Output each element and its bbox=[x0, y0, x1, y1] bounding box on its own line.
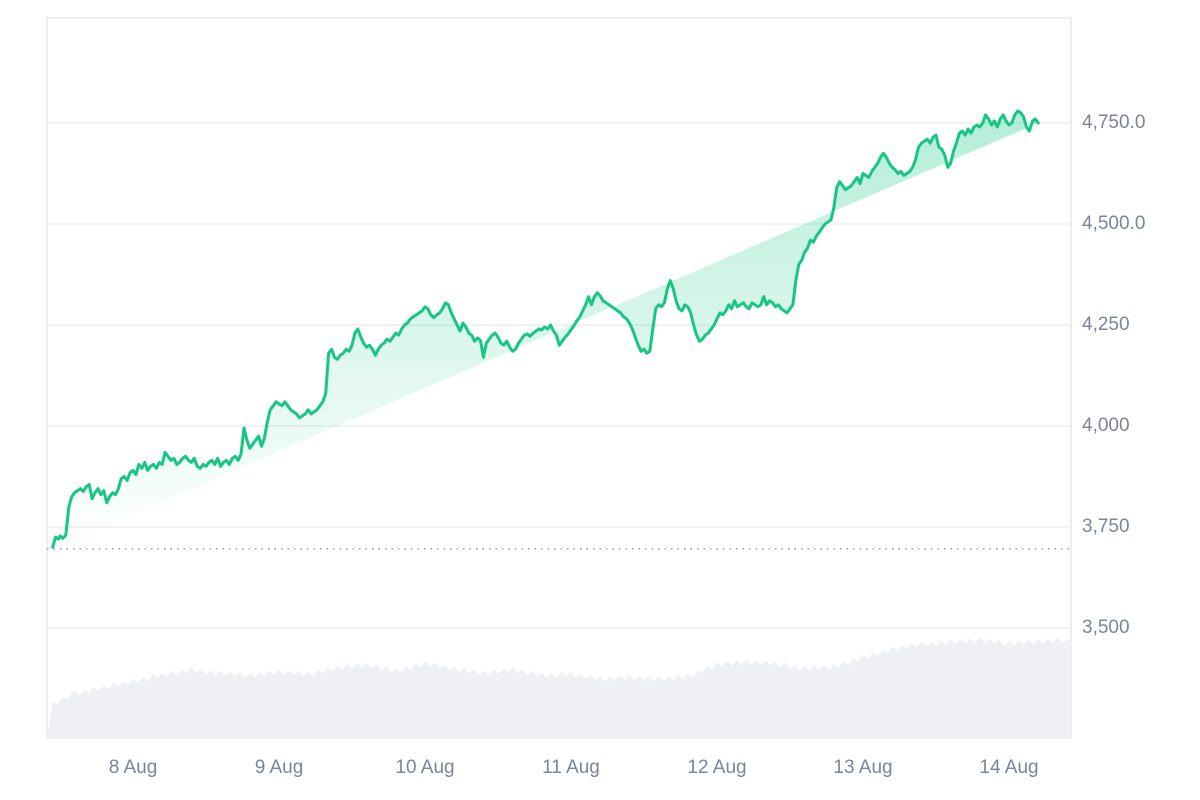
x-tick-label: 8 Aug bbox=[108, 757, 158, 778]
y-tick-label: 4,500.0 bbox=[1082, 213, 1146, 234]
x-tick-label: 12 Aug bbox=[687, 757, 747, 778]
y-tick-label: 4,000 bbox=[1082, 415, 1130, 436]
y-gridlines bbox=[47, 122, 1071, 629]
y-tick-label: 3,750 bbox=[1082, 516, 1130, 537]
plot-frame bbox=[46, 17, 1072, 739]
x-tick-label: 13 Aug bbox=[833, 757, 893, 778]
x-tick-label: 11 Aug bbox=[542, 757, 600, 778]
y-tick-label: 3,500 bbox=[1082, 617, 1130, 638]
x-tick-label: 9 Aug bbox=[254, 757, 304, 778]
price-line[interactable] bbox=[51, 109, 1040, 549]
y-tick-label: 4,750.0 bbox=[1082, 112, 1146, 133]
x-tick-label: 14 Aug bbox=[979, 757, 1039, 778]
x-tick-label: 10 Aug bbox=[395, 757, 455, 778]
volume-area bbox=[47, 637, 1071, 738]
price-area-fill bbox=[52, 110, 1039, 549]
y-tick-label: 4,250 bbox=[1082, 314, 1130, 335]
